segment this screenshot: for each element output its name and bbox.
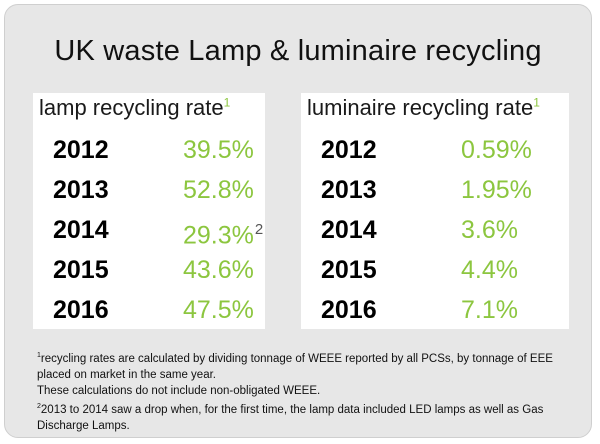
luminaire-rate-value: 0.59% — [461, 129, 532, 171]
lamp-rate-panel: lamp recycling rate1 2012 39.5% 2013 52.8% 2… — [33, 93, 265, 329]
luminaire-rate-value: 4.4% — [461, 249, 518, 291]
lamp-year-label: 2014 — [53, 216, 109, 244]
luminaire-year-label: 2013 — [321, 176, 377, 204]
lamp-row-2013: 2013 52.8% — [33, 169, 265, 211]
lamp-rate-text: 47.5% — [183, 296, 254, 324]
luminaire-panel-title: luminaire recycling rate1 — [307, 95, 540, 121]
luminaire-panel-title-text: luminaire recycling rate — [307, 95, 534, 120]
footnote-2-marker: 2 — [37, 402, 41, 410]
lamp-rate-value: 47.5% — [183, 289, 254, 331]
lamp-year-label: 2013 — [53, 176, 109, 204]
luminaire-rate-text: 0.59% — [461, 136, 532, 164]
luminaire-rate-panel: luminaire recycling rate1 2012 0.59% 2013 1… — [301, 93, 569, 329]
luminaire-title-footnote-marker: 1 — [533, 95, 540, 110]
luminaire-rate-text: 7.1% — [461, 296, 518, 324]
footnote-1-marker: 1 — [37, 352, 41, 359]
footnote-1-extra: These calculations do not include non-ob… — [37, 384, 321, 397]
luminaire-row-2015: 2015 4.4% — [301, 249, 569, 291]
lamp-rate-text: 39.5% — [183, 136, 254, 164]
lamp-title-footnote-marker: 1 — [223, 95, 231, 110]
footnote-2-text: 2013 to 2014 saw a drop when, for the fi… — [37, 403, 544, 432]
luminaire-row-2016: 2016 7.1% — [301, 289, 569, 331]
luminaire-rate-text: 3.6% — [461, 216, 518, 244]
footnotes: 1recycling rates are calculated by divid… — [37, 348, 577, 434]
luminaire-year-label: 2012 — [321, 136, 377, 164]
lamp-year-label: 2012 — [53, 136, 109, 164]
lamp-year-label: 2015 — [53, 256, 109, 284]
luminaire-year-label: 2014 — [321, 216, 377, 244]
lamp-rate-text: 29.3% — [183, 221, 254, 250]
lamp-rate-text: 43.6% — [183, 256, 254, 284]
luminaire-rate-text: 4.4% — [461, 256, 518, 284]
lamp-rate-text: 52.8% — [183, 176, 254, 204]
luminaire-rate-value: 7.1% — [461, 289, 518, 331]
lamp-rate-footnote-marker: 2 — [254, 221, 264, 238]
lamp-row-2014: 2014 29.3%2 — [33, 209, 265, 251]
lamp-rate-value: 29.3%2 — [183, 209, 263, 256]
luminaire-row-2012: 2012 0.59% — [301, 129, 569, 171]
luminaire-row-2014: 2014 3.6% — [301, 209, 569, 251]
footnote-1: 1recycling rates are calculated by divid… — [37, 348, 577, 383]
luminaire-rate-value: 3.6% — [461, 209, 518, 251]
lamp-rate-value: 39.5% — [183, 129, 254, 171]
luminaire-year-label: 2015 — [321, 256, 377, 284]
lamp-rate-value: 52.8% — [183, 169, 254, 211]
lamp-row-2016: 2016 47.5% — [33, 289, 265, 331]
page-title: UK waste Lamp & luminaire recycling — [54, 35, 542, 67]
lamp-year-label: 2016 — [53, 296, 109, 324]
luminaire-rate-text: 1.95% — [461, 176, 532, 204]
lamp-rate-value: 43.6% — [183, 249, 254, 291]
infographic-card: UK waste Lamp & luminaire recycling lamp… — [4, 4, 592, 438]
lamp-row-2015: 2015 43.6% — [33, 249, 265, 291]
footnote-1-text: recycling rates are calculated by dividi… — [37, 352, 553, 381]
lamp-panel-title: lamp recycling rate1 — [39, 95, 230, 121]
lamp-panel-title-text: lamp recycling rate — [39, 95, 224, 120]
luminaire-year-label: 2016 — [321, 296, 377, 324]
luminaire-rate-value: 1.95% — [461, 169, 532, 211]
luminaire-row-2013: 2013 1.95% — [301, 169, 569, 211]
lamp-row-2012: 2012 39.5% — [33, 129, 265, 171]
footnote-2: 22013 to 2014 saw a drop when, for the f… — [37, 399, 577, 434]
